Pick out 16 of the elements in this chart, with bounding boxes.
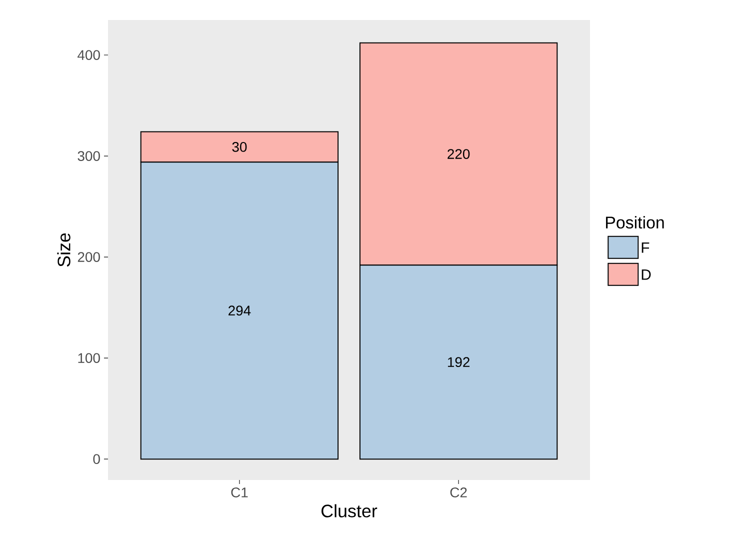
x-tick-label: C2 — [450, 487, 467, 498]
legend-title: Position — [606, 216, 664, 229]
x-tick-label: C1 — [231, 487, 248, 498]
y-tick-label: 300 — [78, 151, 100, 161]
data-label: 294 — [228, 306, 251, 316]
x-axis-title: Cluster — [322, 504, 378, 518]
data-label: 30 — [232, 142, 247, 152]
y-tick-label: 400 — [78, 50, 100, 60]
legend-label: F — [642, 242, 650, 253]
y-axis-title: Size — [57, 233, 70, 267]
data-label: 220 — [448, 149, 470, 159]
data-label: 192 — [448, 357, 470, 368]
y-tick-label: 100 — [78, 353, 100, 364]
legend-label: D — [642, 269, 651, 280]
y-tick-label: 200 — [78, 252, 100, 262]
y-tick-label: 0 — [93, 454, 100, 464]
